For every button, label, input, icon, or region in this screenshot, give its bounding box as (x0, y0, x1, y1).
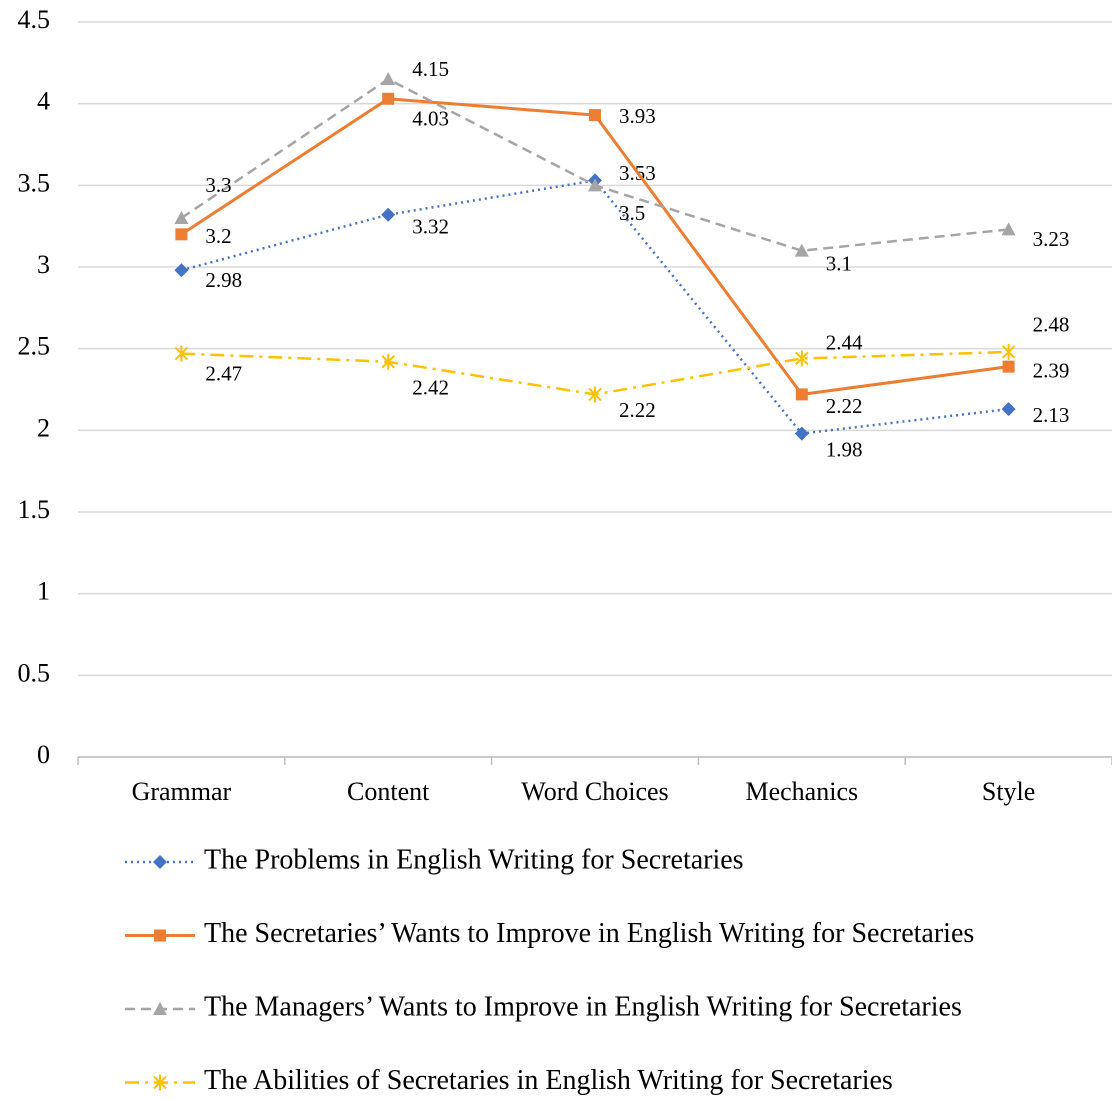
x-tick-label: Word Choices (521, 777, 668, 806)
y-tick-label: 3.5 (18, 168, 51, 197)
data-label: 3.1 (826, 251, 852, 275)
y-tick-label: 2.5 (18, 332, 51, 361)
x-tick-label: Mechanics (745, 777, 858, 806)
y-tick-label: 3 (37, 250, 50, 279)
marker (1001, 343, 1016, 360)
series: 3.3 4.15 3.5 3.1 3.23 (174, 57, 1070, 275)
x-tick-label: Grammar (132, 777, 232, 806)
data-label: 4.03 (412, 107, 449, 131)
marker (153, 1074, 167, 1091)
marker (381, 72, 396, 86)
series-line (180, 97, 1009, 397)
legend-label: The Secretaries’ Wants to Improve in Eng… (204, 918, 974, 949)
series: 3.2 4.03 3.93 2.22 2.39 (175, 92, 1070, 418)
marker (382, 92, 395, 105)
legend-label: The Problems in English Writing for Secr… (204, 844, 744, 875)
series: 2.47 2.42 2.22 2.44 2.48 (174, 313, 1070, 422)
marker (381, 207, 396, 222)
data-label: 2.22 (826, 394, 863, 418)
x-tick-label: Content (347, 777, 430, 806)
marker (1001, 402, 1016, 417)
marker (1001, 222, 1016, 236)
marker (794, 243, 809, 257)
marker (174, 345, 189, 362)
legend-label: The Abilities of Secretaries in English … (204, 1065, 893, 1096)
data-label: 2.98 (205, 268, 242, 292)
series: 2.983.323.531.982.13 (174, 161, 1069, 461)
y-tick-label: 0.5 (18, 658, 51, 687)
marker (175, 228, 188, 241)
y-tick-label: 1.5 (18, 495, 51, 524)
y-tick-label: 1 (37, 577, 50, 606)
marker (588, 178, 602, 192)
legend-label: The Managers’ Wants to Improve in Englis… (204, 991, 962, 1022)
series-line (180, 77, 1009, 252)
data-label: 2.22 (619, 398, 656, 422)
data-label: 2.13 (1033, 403, 1070, 427)
data-label: 2.44 (826, 330, 863, 354)
data-label: 3.2 (205, 224, 231, 248)
data-label: 2.47 (205, 361, 242, 385)
marker (795, 350, 809, 367)
data-label: 2.42 (412, 376, 449, 400)
marker (588, 386, 602, 403)
data-label: 3.5 (619, 201, 645, 225)
marker (1002, 360, 1015, 373)
marker (174, 211, 189, 224)
x-tick-label: Style (982, 777, 1035, 806)
data-label: 3.23 (1033, 227, 1070, 251)
y-tick-label: 4.5 (18, 5, 51, 34)
data-label: 3.32 (412, 215, 449, 239)
marker (589, 109, 601, 122)
data-label: 3.3 (205, 173, 231, 197)
data-label: 3.93 (619, 104, 656, 128)
y-tick-label: 2 (37, 413, 50, 442)
data-label: 4.15 (412, 57, 449, 81)
y-tick-label: 4 (37, 87, 50, 116)
marker (174, 263, 189, 278)
marker (153, 855, 167, 869)
marker (153, 1002, 167, 1015)
marker (795, 388, 808, 401)
marker (794, 426, 809, 441)
data-label: 2.39 (1033, 358, 1070, 382)
marker (154, 929, 166, 942)
data-label: 1.98 (826, 437, 863, 461)
marker (381, 353, 395, 370)
y-tick-label: 0 (37, 740, 50, 769)
data-label: 2.48 (1033, 313, 1070, 337)
